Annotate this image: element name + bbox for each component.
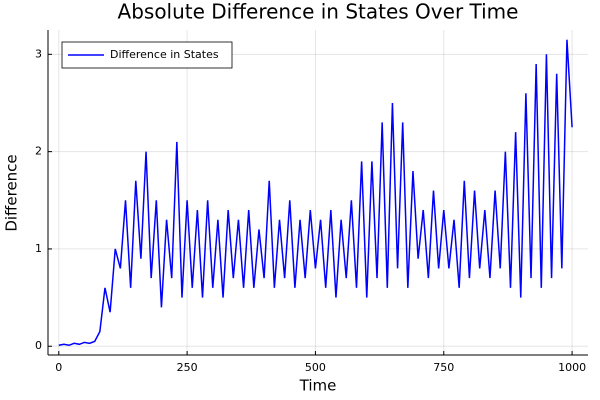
x-tick-label: 1000 xyxy=(558,361,586,374)
y-tick-label: 3 xyxy=(35,47,42,60)
y-tick-label: 2 xyxy=(35,145,42,158)
y-tick-label: 1 xyxy=(35,242,42,255)
x-tick-label: 750 xyxy=(433,361,454,374)
legend-label: Difference in States xyxy=(110,48,219,61)
data-line xyxy=(58,39,573,347)
chart-title: Absolute Difference in States Over Time xyxy=(118,0,519,24)
x-tick-label: 0 xyxy=(55,361,62,374)
x-axis-label: Time xyxy=(299,377,337,395)
y-axis-label: Difference xyxy=(3,154,21,231)
x-tick-label: 500 xyxy=(305,361,326,374)
y-tick-label: 0 xyxy=(35,339,42,352)
x-tick-label: 250 xyxy=(177,361,198,374)
